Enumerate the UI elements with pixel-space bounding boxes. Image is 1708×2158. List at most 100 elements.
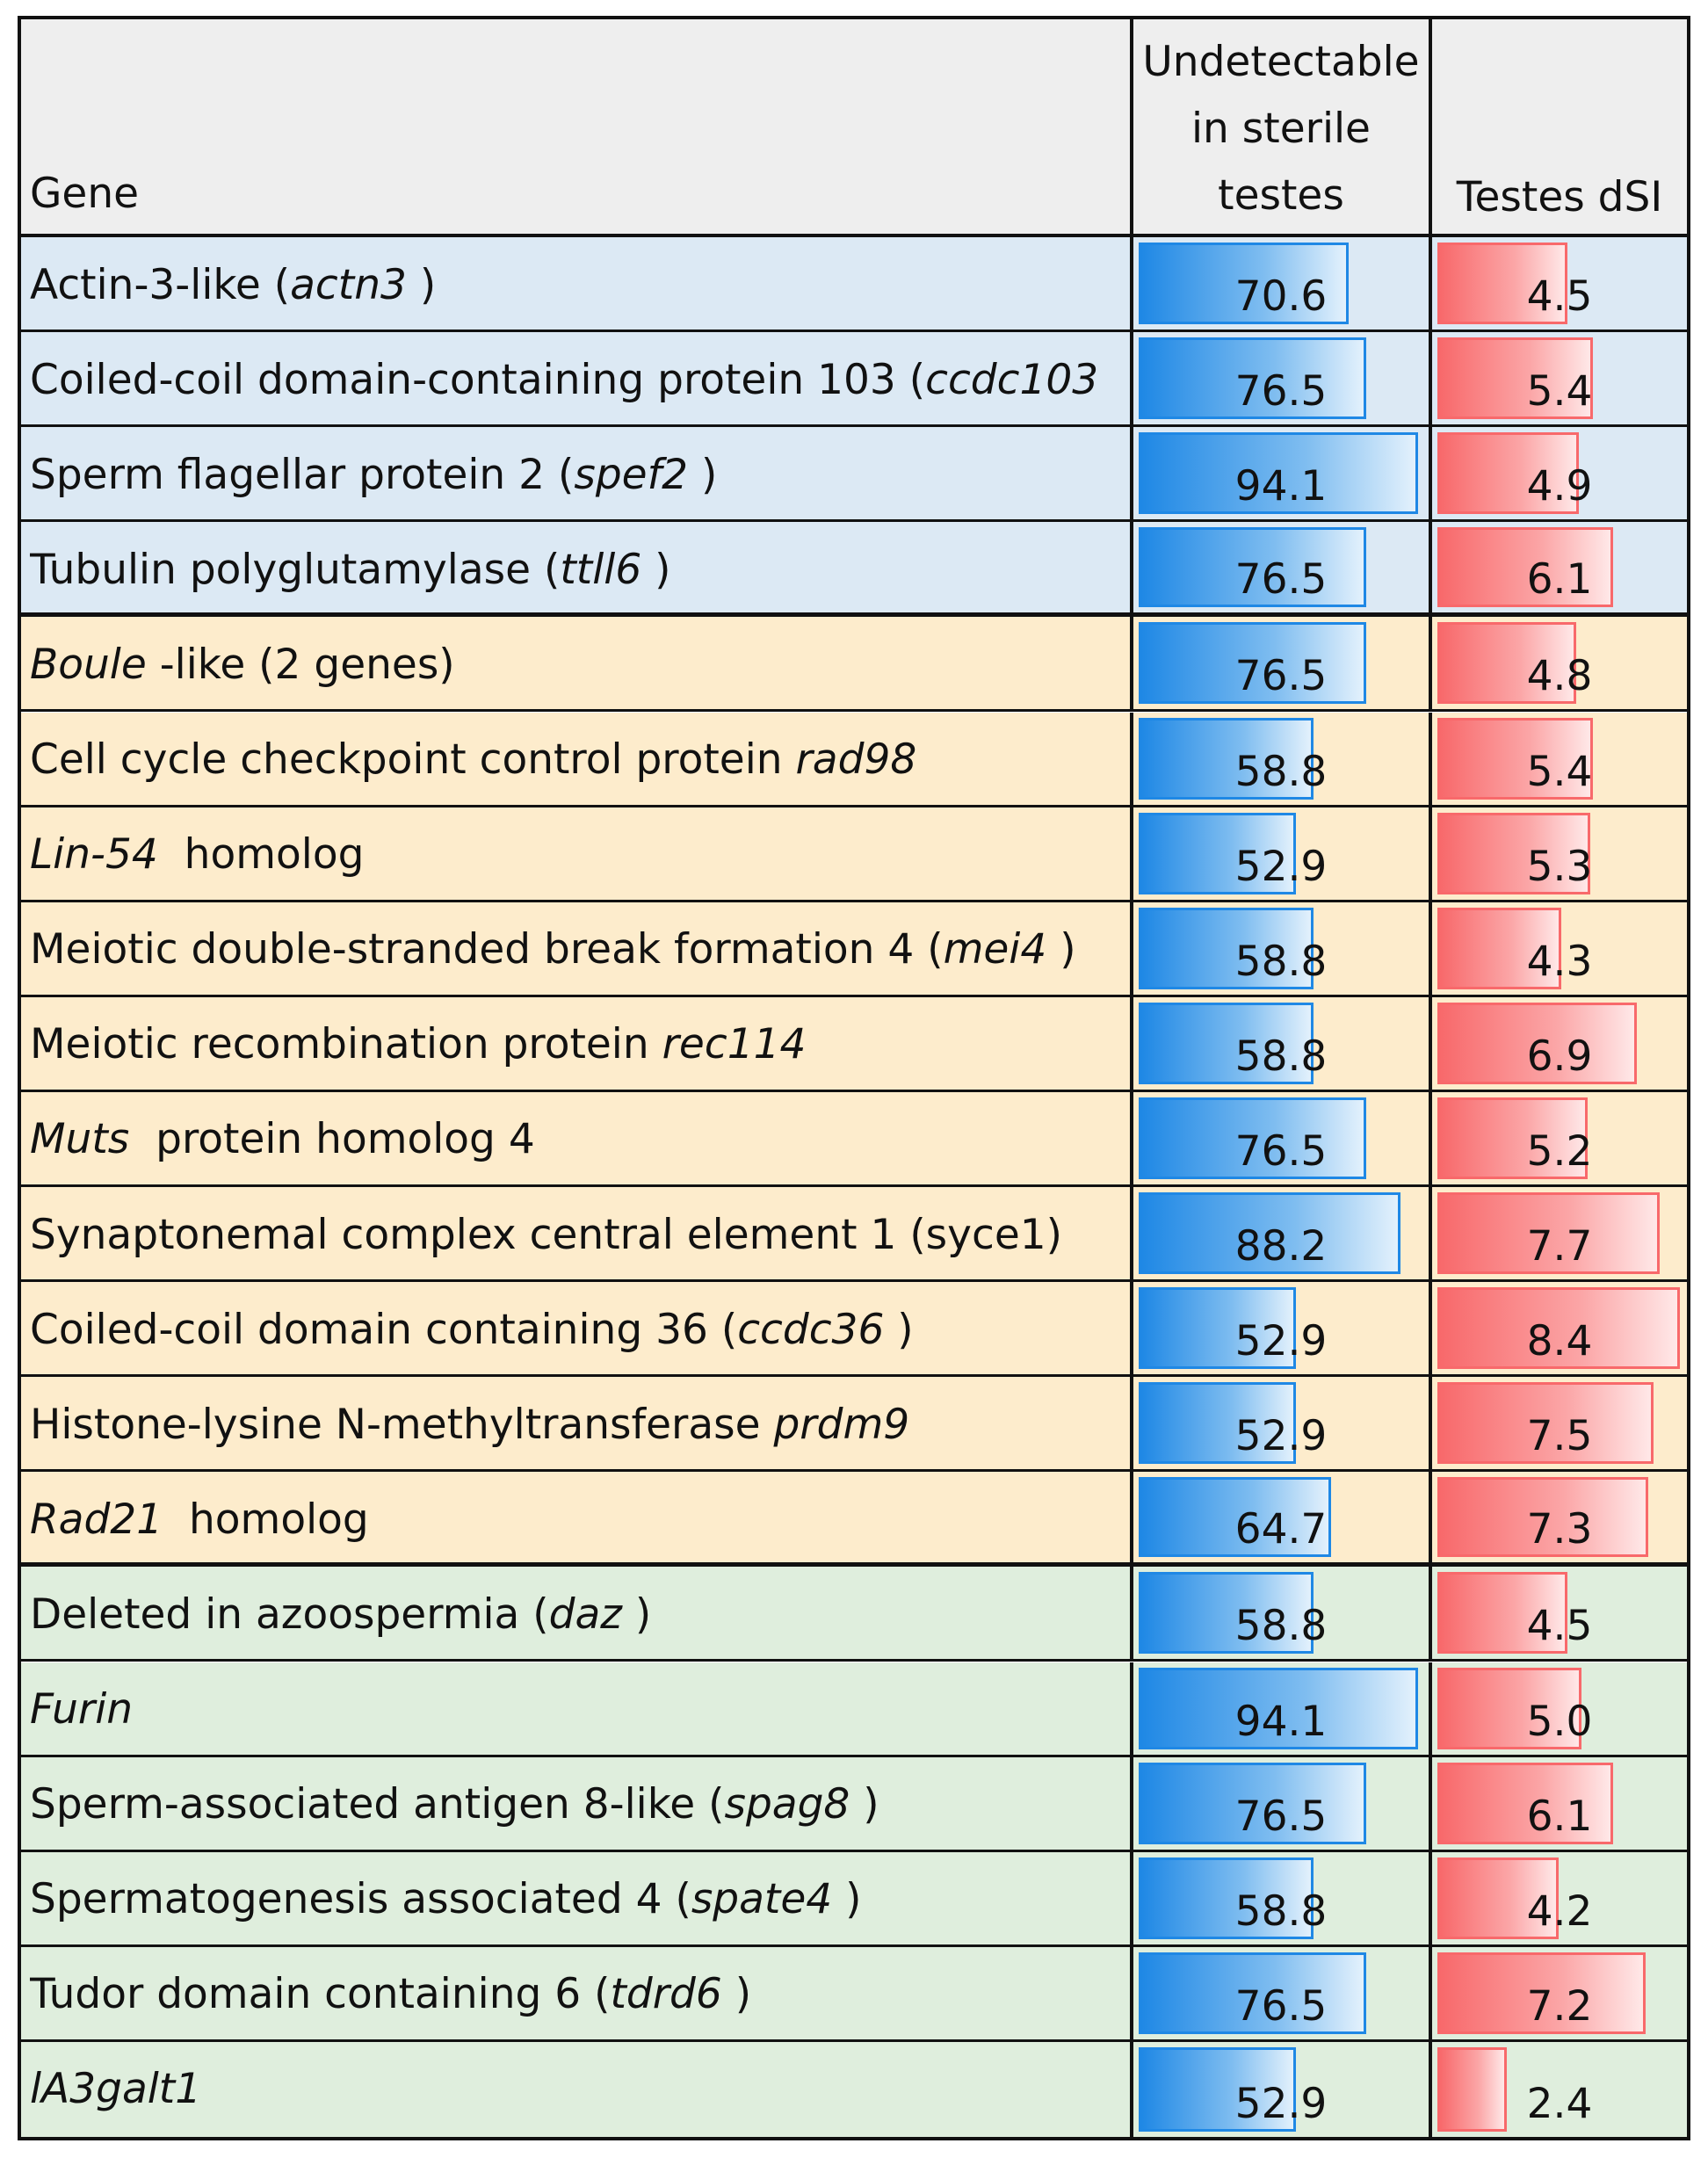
dsi-bar <box>1437 1762 1614 1844</box>
dsi-bar <box>1437 1097 1588 1179</box>
dsi-cell: 8.4 <box>1429 1282 1687 1375</box>
gene-name-part: ccdc36 <box>737 1305 885 1354</box>
gene-table: Gene Undetectable in sterile testes Test… <box>18 16 1690 2140</box>
undetectable-value: 88.2 <box>1234 1222 1328 1271</box>
gene-name-part: Spermatogenesis associated 4 ( <box>30 1875 691 1924</box>
undetectable-value: 94.1 <box>1234 1697 1328 1746</box>
table-row: Actin-3-like (actn3 ) 70.6 4.5 <box>21 237 1687 333</box>
gene-name-part: tdrd6 <box>610 1970 722 2019</box>
table-row: Sperm-associated antigen 8-like (spag8 )… <box>21 1756 1687 1852</box>
dsi-value: 7.5 <box>1526 1412 1593 1461</box>
header-dsi: Testes dSI <box>1429 19 1687 234</box>
gene-name: Sperm flagellar protein 2 (spef2 ) <box>30 427 1128 522</box>
table-row: Histone-lysine N-methyltransferase prdm9… <box>21 1377 1687 1473</box>
undetectable-bar <box>1139 337 1366 420</box>
gene-name-part: Histone-lysine N-methyltransferase <box>30 1400 774 1449</box>
gene-name: Lin-54 homolog <box>30 807 1128 902</box>
dsi-value: 4.5 <box>1526 1602 1593 1651</box>
undetectable-cell: 52.9 <box>1130 1377 1429 1470</box>
dsi-value: 4.5 <box>1526 272 1593 322</box>
undetectable-cell: 58.8 <box>1130 902 1429 995</box>
dsi-bar <box>1437 1477 1648 1558</box>
gene-name-part: protein homolog 4 <box>129 1115 535 1164</box>
gene-name-part: rad98 <box>795 735 917 784</box>
gene-name-part: Cell cycle checkpoint control protein <box>30 735 796 784</box>
undetectable-bar <box>1139 1667 1418 1749</box>
gene-name-part: Synaptonemal complex central element 1 (… <box>30 1210 1062 1259</box>
table-row: Rad21 homolog 64.7 7.3 <box>21 1472 1687 1568</box>
undetectable-cell: 52.9 <box>1130 2041 1429 2137</box>
undetectable-bar <box>1139 527 1366 608</box>
gene-name: Tudor domain containing 6 (tdrd6 ) <box>30 1947 1128 2042</box>
undetectable-bar <box>1139 812 1296 894</box>
undetectable-bar <box>1139 1952 1366 2034</box>
undetectable-value: 52.9 <box>1234 1317 1328 1366</box>
gene-name: Muts protein homolog 4 <box>30 1092 1128 1187</box>
dsi-bar <box>1437 1192 1660 1275</box>
gene-name-part: prdm9 <box>773 1400 910 1449</box>
gene-name-part: rec114 <box>662 1020 807 1069</box>
gene-name: Coiled-coil domain-containing protein 10… <box>30 332 1128 427</box>
undetectable-cell: 94.1 <box>1130 427 1429 520</box>
table-header: Gene Undetectable in sterile testes Test… <box>21 19 1687 237</box>
dsi-cell: 4.3 <box>1429 902 1687 995</box>
dsi-value: 6.1 <box>1526 1792 1593 1841</box>
gene-name-part: homolog <box>157 830 365 880</box>
undetectable-value: 94.1 <box>1234 462 1328 511</box>
dsi-value: 7.7 <box>1526 1222 1593 1271</box>
undetectable-bar <box>1139 717 1314 800</box>
gene-name: Sperm-associated antigen 8-like (spag8 ) <box>30 1757 1128 1852</box>
dsi-cell: 4.5 <box>1429 1567 1687 1660</box>
dsi-cell: 5.0 <box>1429 1662 1687 1755</box>
undetectable-value: 76.5 <box>1234 1792 1328 1841</box>
undetectable-bar <box>1139 1097 1366 1179</box>
dsi-value: 5.3 <box>1526 842 1593 891</box>
undetectable-cell: 76.5 <box>1130 1091 1429 1184</box>
table-row: Furin 94.1 5.0 <box>21 1662 1687 1757</box>
gene-name: Spermatogenesis associated 4 (spate4 ) <box>30 1852 1128 1947</box>
gene-name-part: ) <box>884 1305 914 1354</box>
gene-name-part: spate4 <box>691 1875 833 1924</box>
dsi-cell: 2.4 <box>1429 2041 1687 2137</box>
undetectable-value: 64.7 <box>1234 1505 1328 1554</box>
undetectable-bar <box>1139 2046 1296 2132</box>
table-row: Boule -like (2 genes) 76.5 4.8 <box>21 617 1687 713</box>
dsi-bar <box>1437 622 1576 705</box>
dsi-bar <box>1437 1667 1582 1749</box>
gene-name: Synaptonemal complex central element 1 (… <box>30 1187 1128 1282</box>
undetectable-cell: 58.8 <box>1130 1567 1429 1660</box>
gene-name-part: Coiled-coil domain-containing protein 10… <box>30 355 926 404</box>
dsi-cell: 5.3 <box>1429 807 1687 900</box>
gene-name-part: daz <box>548 1590 622 1639</box>
gene-name: Histone-lysine N-methyltransferase prdm9 <box>30 1377 1128 1472</box>
undetectable-cell: 58.8 <box>1130 1851 1429 1944</box>
dsi-bar <box>1437 1287 1680 1370</box>
undetectable-value: 76.5 <box>1234 367 1328 416</box>
header-undetectable-label: Undetectable in sterile testes <box>1142 38 1420 220</box>
gene-name-part: ) <box>641 545 671 594</box>
dsi-cell: 6.1 <box>1429 1756 1687 1850</box>
undetectable-value: 58.8 <box>1234 747 1328 796</box>
gene-name-part: Tubulin polyglutamylase ( <box>30 545 561 594</box>
gene-name: Furin <box>30 1662 1128 1757</box>
dsi-bar <box>1437 812 1591 894</box>
dsi-cell: 4.8 <box>1429 617 1687 710</box>
gene-name: Actin-3-like (actn3 ) <box>30 237 1128 332</box>
undetectable-cell: 76.5 <box>1130 617 1429 710</box>
gene-name-part: Coiled-coil domain containing 36 ( <box>30 1305 738 1354</box>
table-row: Meiotic recombination protein rec114 58.8… <box>21 996 1687 1092</box>
dsi-value: 4.2 <box>1526 1886 1593 1936</box>
dsi-cell: 4.5 <box>1429 237 1687 330</box>
gene-name-part: Tudor domain containing 6 ( <box>30 1970 611 2019</box>
gene-name-part: homolog <box>163 1495 369 1544</box>
undetectable-value: 76.5 <box>1234 1981 1328 2031</box>
dsi-bar <box>1437 527 1614 608</box>
gene-name-part: ) <box>1046 925 1076 974</box>
undetectable-bar <box>1139 1192 1401 1275</box>
dsi-value: 5.4 <box>1526 367 1593 416</box>
gene-name: Boule -like (2 genes) <box>30 617 1128 712</box>
table-row: Sperm flagellar protein 2 (spef2 ) 94.1 4.… <box>21 427 1687 523</box>
undetectable-bar <box>1139 1762 1366 1844</box>
dsi-cell: 5.4 <box>1429 332 1687 425</box>
dsi-value: 2.4 <box>1526 2079 1593 2128</box>
